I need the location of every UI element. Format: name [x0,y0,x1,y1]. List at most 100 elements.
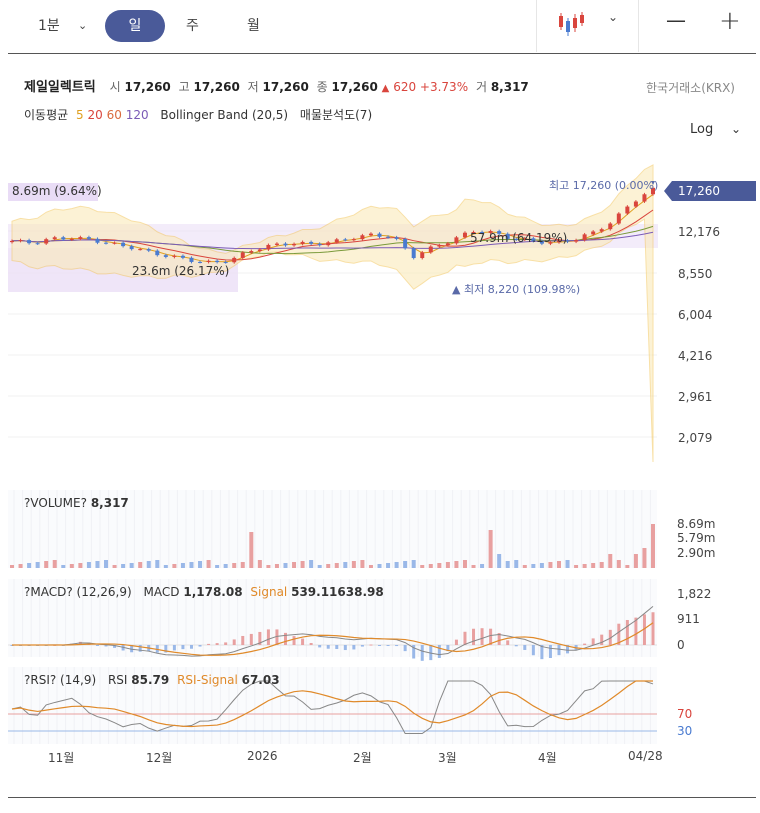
macd-histogram-bar [454,639,458,645]
volume-bar [146,561,151,568]
candle [249,251,254,253]
profile-label[interactable]: 매물분석도(7) [299,108,373,122]
macd-histogram-bar [514,645,518,647]
macd-histogram-bar [352,645,356,650]
zoom-out-button[interactable]: — [666,8,686,32]
volume-bar [437,563,442,568]
volume-bar [129,563,134,568]
macd-histogram-bar [130,645,134,653]
x-tick: 2026 [247,749,278,763]
y-tick: 6,004 [678,308,713,322]
candle [86,237,91,239]
macd-histogram-bar [429,645,433,661]
macd-histogram-bar [531,645,535,656]
candle [180,255,185,258]
volume-bar [651,524,655,568]
macd-title-row: ?MACD? (12,26,9) MACD 1,178.08 Signal 53… [24,585,384,599]
volume-bar [368,565,373,568]
candle [300,241,305,244]
rsi-tick-70: 70 [677,707,693,721]
ma-label[interactable]: 이동평균 [24,108,69,122]
candle [582,234,587,241]
candle [104,242,109,244]
candle [522,238,527,240]
macd-histogram-bar [591,638,595,645]
rsi-label: RSI [107,673,128,687]
macd-histogram-bar [523,645,527,650]
tab-month[interactable]: 월 [247,18,260,34]
candle [172,255,177,257]
candle [599,229,604,232]
close-value: 17,260 [331,80,378,94]
macd-histogram-bar [172,645,176,651]
tab-week[interactable]: 주 [186,18,199,34]
chevron-down-icon[interactable]: ⌄ [608,10,619,24]
candle [52,237,57,240]
vol-tick: 2.90m [677,546,716,560]
rsi-title: ?RSI? (14,9) [24,673,97,687]
x-tick: 11월 [48,751,75,765]
macd-tick: 1,822 [677,587,712,601]
macd-histogram-bar [215,643,219,645]
volume-bar [163,565,168,568]
candle [95,238,100,243]
macd-histogram-bar [369,644,373,646]
macd-histogram-bar [395,645,399,647]
volume-bar [292,562,297,568]
candle [488,231,493,233]
macd-histogram-bar [506,640,510,645]
macd-histogram-bar [617,623,621,645]
volume-bar [121,564,126,568]
x-tick: 2월 [353,751,372,765]
ma-line-120 [11,231,654,250]
candle [437,245,442,247]
candle [266,244,271,250]
volume-bar [172,564,177,568]
macd-histogram-bar [540,645,544,660]
macd-histogram-bar [651,612,655,645]
high-marker-icon [651,181,655,185]
volume-bar [599,562,604,568]
volume-bar [35,562,40,568]
volume-bar [377,564,382,568]
volume-bar [514,560,519,568]
candle [138,249,143,251]
volume-bar [309,560,314,568]
volume-panel-value: 8,317 [90,496,129,510]
candle [454,237,459,244]
macd-histogram-bar [557,645,561,656]
bollinger-label[interactable]: Bollinger Band [160,108,249,122]
volume-bar [445,562,450,568]
zoom-in-button[interactable]: + [719,6,741,36]
exchange-label: 한국거래소(KRX) [646,81,735,95]
macd-histogram-bar [634,617,638,645]
open-value: 17,260 [124,80,171,94]
macd-histogram-bar [343,645,347,651]
candlestick-chart-icon[interactable] [556,10,586,38]
volume-bar [625,565,630,568]
candle [360,235,365,240]
candle [633,201,638,207]
candle [317,243,322,246]
profile-label-right: 57.9m (64.19%) [470,231,568,245]
macd-histogram-bar [403,645,407,652]
interval-dropdown[interactable]: 1분 ⌄ [38,10,87,42]
macd-histogram-bar [437,645,441,658]
volume-bar [582,564,587,568]
candle [625,206,630,214]
macd-histogram-bar [155,645,159,653]
chevron-down-icon[interactable]: ⌄ [731,122,742,136]
tab-day[interactable]: 일 [105,10,165,42]
volume-bar [69,564,74,568]
volume-bar [18,564,23,568]
scale-label[interactable]: Log [690,122,714,137]
candle [505,233,510,239]
macd-signal-value: 539.11638.98 [291,585,384,599]
profile-label-mid: 23.6m (26.17%) [132,264,230,278]
macd-histogram-bar [301,638,305,645]
macd-histogram-bar [360,645,364,647]
candle [146,249,151,251]
volume-title: ?VOLUME? [24,496,87,510]
x-tick: 04/28 [628,749,663,763]
